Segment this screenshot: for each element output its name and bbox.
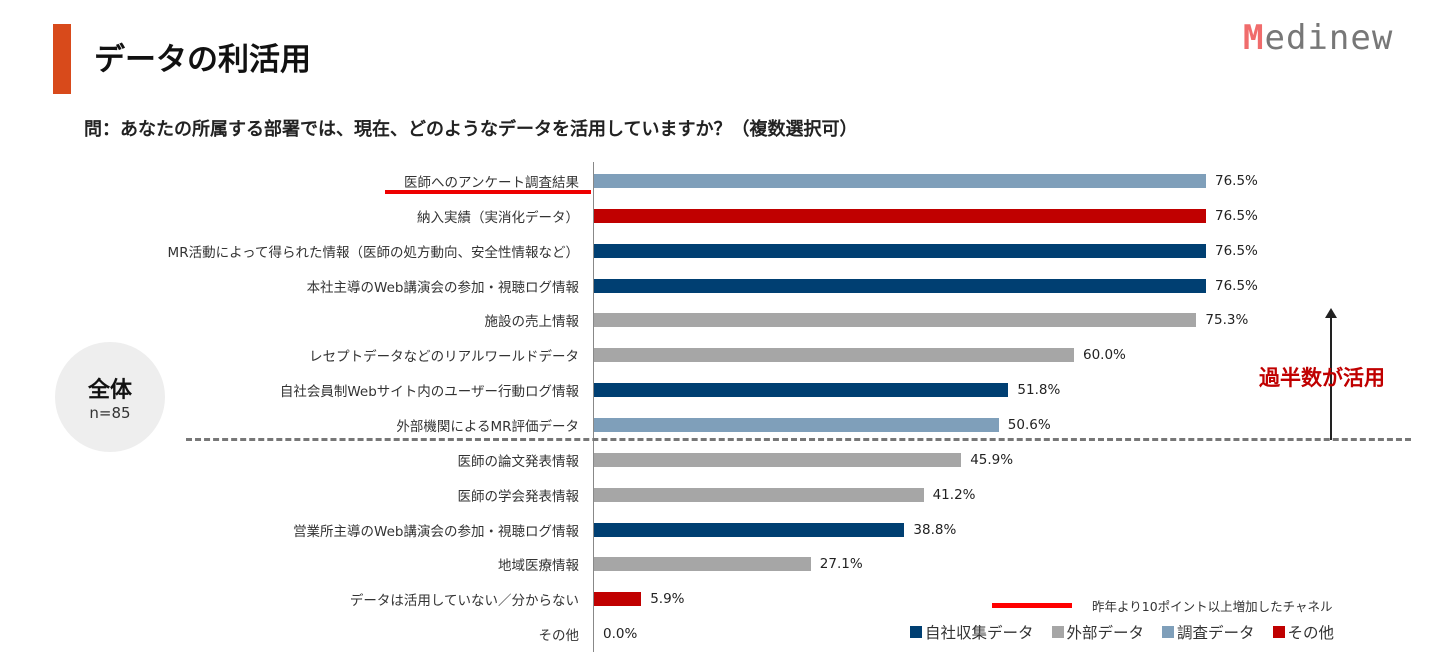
data-label: 75.3%: [1205, 312, 1249, 329]
bar: [594, 522, 905, 537]
category-label: 営業所主導のWeb講演会の参加・視聴ログ情報: [293, 523, 579, 540]
bar: [594, 313, 1197, 328]
legend-item: 自社収集データ: [910, 621, 1034, 643]
legend-item: その他: [1272, 621, 1334, 643]
bar: [594, 243, 1206, 258]
bar: [594, 452, 962, 467]
title-accent-bar: [53, 24, 71, 94]
respondent-badge: 全体 n=85: [55, 342, 165, 452]
category-label: その他: [538, 628, 580, 645]
legend: 自社収集データ 外部データ 調査データ その他: [910, 621, 1334, 643]
data-label: 38.8%: [913, 521, 957, 538]
majority-threshold-line: [186, 438, 1411, 441]
data-label: 41.2%: [932, 486, 976, 503]
medinew-logo: Medinew: [1243, 18, 1394, 58]
legend-swatch: [1272, 626, 1285, 638]
category-label: 施設の売上情報: [484, 314, 580, 331]
bar: [594, 383, 1009, 398]
data-label: 76.5%: [1215, 277, 1258, 294]
data-label: 50.6%: [1007, 416, 1051, 433]
badge-n: n=85: [89, 404, 131, 422]
category-label: MR活動によって得られた情報（医師の処方動向、安全性情報など）: [167, 244, 579, 261]
bar: [594, 487, 924, 502]
category-label: 地域医療情報: [498, 558, 579, 575]
category-label: データは活用していない／分からない: [349, 593, 579, 610]
data-label: 0.0%: [603, 626, 638, 643]
bar: [594, 348, 1074, 363]
data-label: 5.9%: [650, 591, 685, 608]
page-title: データの利活用: [94, 42, 311, 78]
highlight-legend-line: [992, 603, 1072, 608]
legend-item: 外部データ: [1051, 621, 1144, 643]
highlight-legend-text: 昨年より10ポイント以上増加したチャネル: [1092, 599, 1333, 614]
chart-axis: [593, 162, 594, 652]
highlight-underline: [385, 190, 591, 194]
category-label: 医師へのアンケート調査結果: [404, 175, 579, 191]
category-label: 医師の学会発表情報: [457, 488, 580, 505]
category-label: レセプトデータなどのリアルワールドデータ: [309, 349, 579, 366]
category-label: 外部機関によるMR評価データ: [396, 418, 579, 435]
category-label: 自社会員制Webサイト内のユーザー行動ログ情報: [279, 384, 579, 401]
data-label: 45.9%: [970, 451, 1014, 468]
data-label: 76.5%: [1215, 173, 1258, 189]
data-label: 27.1%: [819, 556, 863, 573]
legend-swatch: [1051, 626, 1064, 638]
data-label: 51.8%: [1017, 382, 1061, 399]
bar: [594, 557, 811, 572]
up-arrow-shaft: [1330, 312, 1332, 440]
category-label: 納入実績（実消化データ）: [417, 209, 579, 226]
survey-question: 問：あなたの所属する部署では、現在、どのようなデータを活用していますか？（複数選…: [84, 119, 858, 140]
bar: [594, 174, 1206, 188]
data-label: 60.0%: [1083, 347, 1126, 364]
badge-label: 全体: [87, 378, 132, 403]
legend-swatch: [1162, 626, 1175, 638]
bar: [594, 417, 999, 432]
legend-swatch: [910, 626, 922, 638]
majority-annotation: 過半数が活用: [1259, 366, 1385, 390]
bar: [594, 592, 642, 607]
category-label: 医師の論文発表情報: [457, 453, 580, 470]
data-label: 76.5%: [1215, 207, 1258, 224]
bar: [594, 208, 1206, 223]
data-label: 76.5%: [1215, 242, 1258, 259]
legend-item: 調査データ: [1162, 621, 1255, 643]
bar: [594, 278, 1206, 293]
category-label: 本社主導のWeb講演会の参加・視聴ログ情報: [306, 279, 579, 296]
